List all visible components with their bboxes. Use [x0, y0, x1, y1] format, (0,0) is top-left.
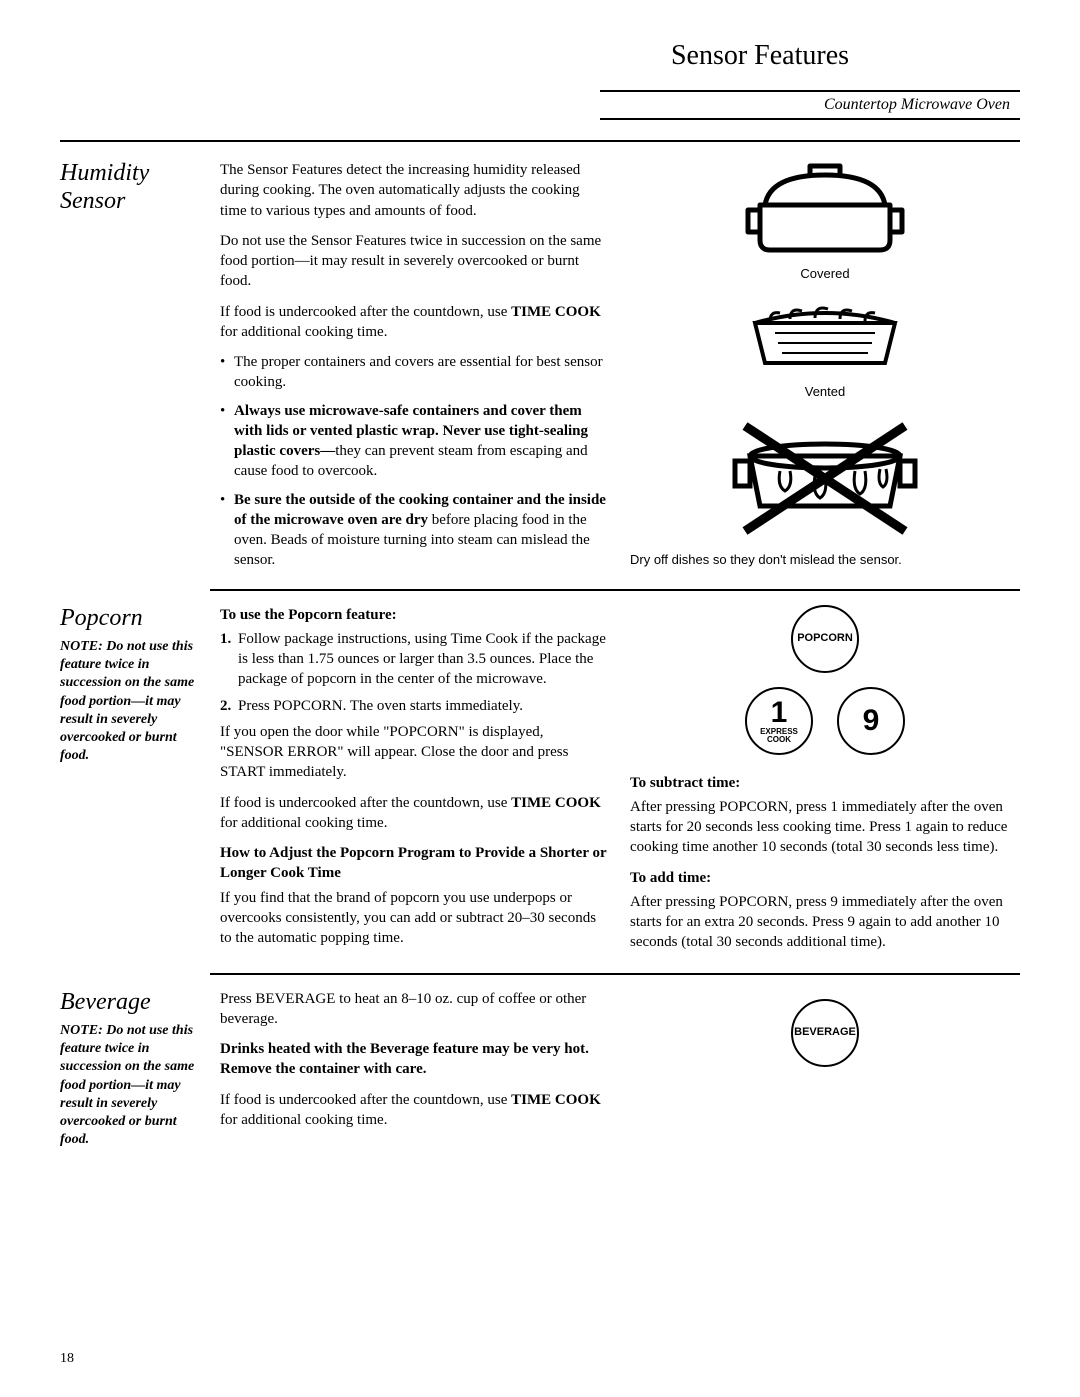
popcorn-adjust-p: If you find that the brand of popcorn yo… [220, 888, 610, 949]
beverage-p1: Press BEVERAGE to heat an 8–10 oz. cup o… [220, 989, 610, 1030]
humidity-b3: •Be sure the outside of the cooking cont… [220, 490, 610, 571]
popcorn-under-p: If food is undercooked after the countdo… [220, 793, 610, 834]
humidity-b1: •The proper containers and covers are es… [220, 352, 610, 393]
button-1-icon: 1 EXPRESS COOK [745, 687, 813, 755]
popcorn-use-head: To use the Popcorn feature: [220, 605, 610, 625]
page-title: Sensor Features [500, 40, 1020, 72]
divider-2 [210, 973, 1020, 975]
heading-beverage: Beverage [60, 989, 200, 1017]
popcorn-sub-p: After pressing POPCORN, press 1 immediat… [630, 797, 1020, 858]
humidity-b2: •Always use microwave-safe containers an… [220, 401, 610, 482]
popcorn-open-p: If you open the door while "POPCORN" is … [220, 722, 610, 783]
wet-dish-crossed-icon [725, 411, 925, 541]
popcorn-sub-head: To subtract time: [630, 773, 1020, 793]
caption-covered: Covered [630, 265, 1020, 283]
heading-humidity: Humidity Sensor [60, 160, 200, 215]
beverage-p2: Drinks heated with the Beverage feature … [220, 1039, 610, 1080]
popcorn-add-head: To add time: [630, 868, 1020, 888]
humidity-p2: Do not use the Sensor Features twice in … [220, 231, 610, 292]
humidity-p1: The Sensor Features detect the increasin… [220, 160, 610, 221]
divider-1 [210, 589, 1020, 591]
top-rule [60, 140, 1020, 142]
vented-dish-icon [740, 293, 910, 373]
caption-dry: Dry off dishes so they don't mislead the… [630, 551, 1020, 569]
popcorn-note: NOTE: Do not use this feature twice in s… [60, 638, 200, 765]
beverage-button-icon: BEVERAGE [791, 999, 859, 1067]
beverage-note: NOTE: Do not use this feature twice in s… [60, 1022, 200, 1149]
button-9-icon: 9 [837, 687, 905, 755]
popcorn-step-1: 1.Follow package instructions, using Tim… [220, 629, 610, 690]
humidity-p3: If food is undercooked after the countdo… [220, 302, 610, 343]
section-humidity: Humidity Sensor The Sensor Features dete… [60, 160, 1020, 579]
popcorn-button-icon: POPCORN [791, 605, 859, 673]
section-popcorn: Popcorn NOTE: Do not use this feature tw… [60, 605, 1020, 963]
covered-dish-icon [740, 160, 910, 255]
popcorn-step-2: 2.Press POPCORN. The oven starts immedia… [220, 696, 610, 716]
caption-vented: Vented [630, 383, 1020, 401]
beverage-p3: If food is undercooked after the countdo… [220, 1090, 610, 1131]
heading-popcorn: Popcorn [60, 605, 200, 633]
subtitle-bar: Countertop Microwave Oven [600, 90, 1020, 120]
popcorn-adjust-head: How to Adjust the Popcorn Program to Pro… [220, 843, 610, 884]
page-number: 18 [60, 1351, 74, 1367]
popcorn-add-p: After pressing POPCORN, press 9 immediat… [630, 892, 1020, 953]
section-beverage: Beverage NOTE: Do not use this feature t… [60, 989, 1020, 1150]
subtitle: Countertop Microwave Oven [824, 96, 1020, 113]
